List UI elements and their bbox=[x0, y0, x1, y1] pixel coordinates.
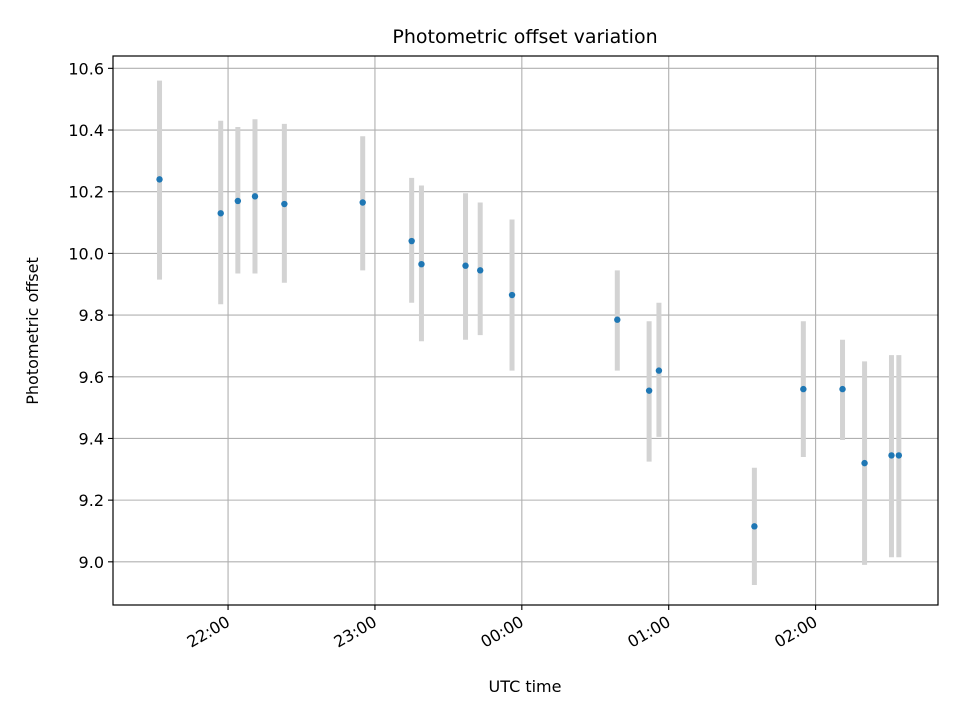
data-point bbox=[645, 387, 653, 394]
y-axis-ticks: 9.0 9.2 9.4 9.6 9.8 10.0 10.2 10.4 10.6 bbox=[68, 59, 113, 572]
data-point bbox=[655, 367, 663, 374]
y-tick-label: 10.4 bbox=[68, 121, 104, 140]
data-point bbox=[614, 316, 621, 323]
y-tick-label: 9.8 bbox=[79, 306, 104, 325]
y-tick-label: 10.6 bbox=[68, 59, 104, 78]
data-point bbox=[839, 385, 846, 393]
data-point bbox=[217, 210, 224, 217]
data-point bbox=[462, 262, 469, 269]
y-tick-label: 10.2 bbox=[68, 183, 104, 202]
data-point bbox=[408, 237, 415, 245]
plot-frame bbox=[112, 55, 939, 606]
data-point bbox=[800, 385, 807, 393]
data-point bbox=[477, 267, 484, 274]
grid-lines bbox=[113, 56, 938, 605]
y-tick-label: 9.6 bbox=[79, 368, 104, 387]
y-tick-label: 10.0 bbox=[68, 244, 104, 263]
chart-title: Photometric offset variation bbox=[392, 26, 657, 48]
data-point bbox=[234, 197, 242, 205]
data-point bbox=[359, 199, 366, 206]
data-point bbox=[508, 291, 516, 299]
data-point bbox=[251, 193, 259, 200]
data-point bbox=[861, 459, 868, 467]
y-axis-label: Photometric offset bbox=[23, 257, 42, 405]
data-point bbox=[751, 523, 758, 530]
data-point bbox=[418, 260, 425, 268]
data-point bbox=[281, 200, 288, 208]
data-point bbox=[895, 452, 903, 459]
y-tick-label: 9.4 bbox=[79, 429, 104, 448]
y-tick-label: 9.0 bbox=[79, 553, 104, 572]
data-points bbox=[156, 176, 903, 530]
x-axis-label: UTC time bbox=[489, 677, 562, 696]
data-point bbox=[888, 452, 895, 459]
y-tick-label: 9.2 bbox=[79, 491, 104, 510]
data-point bbox=[156, 176, 163, 183]
